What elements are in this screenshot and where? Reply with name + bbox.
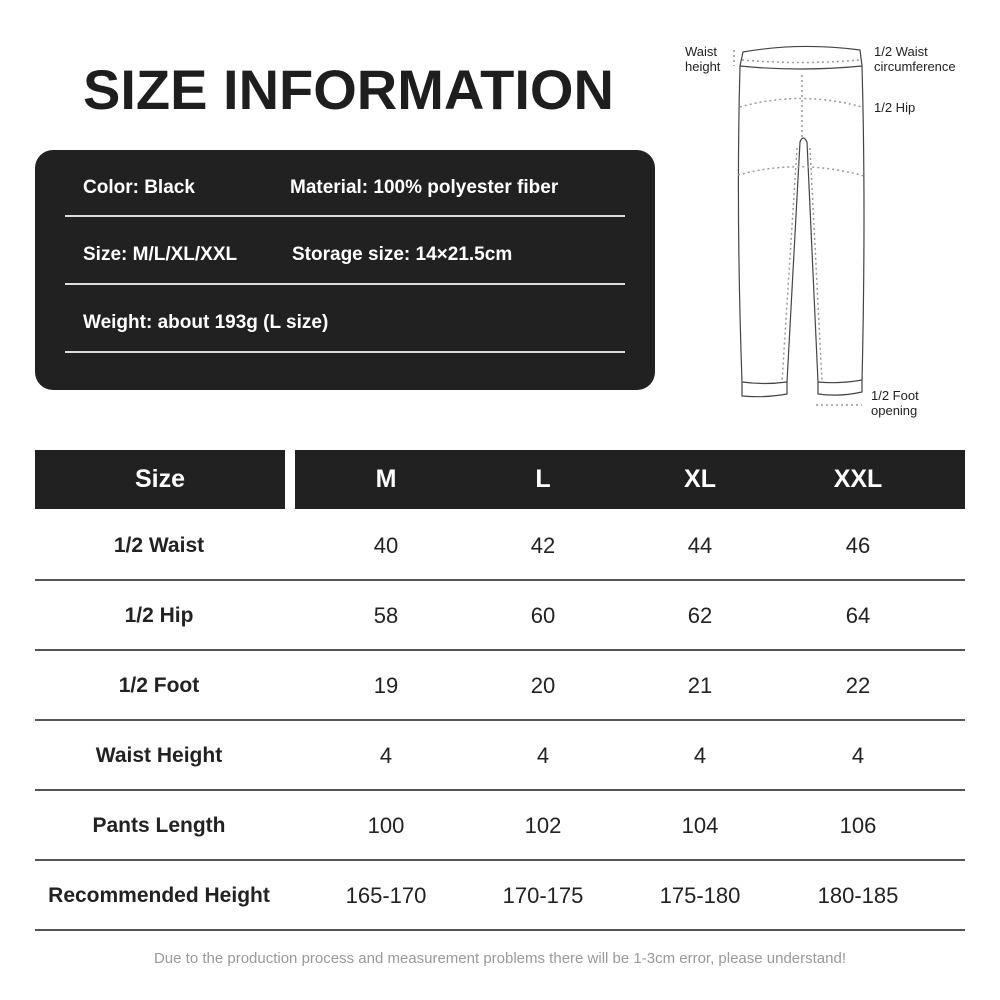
table-row: 1/2 Waist 40 42 44 46: [35, 511, 965, 581]
table-row: Pants Length 100 102 104 106: [35, 791, 965, 861]
divider: [65, 215, 625, 217]
divider: [65, 351, 625, 353]
cell-xxl: 46: [845, 533, 871, 558]
spec-size: Size: M/L/XL/XXL: [83, 244, 238, 265]
cell-m: 58: [373, 603, 399, 628]
row-label: Recommended Height: [48, 884, 270, 907]
table-row: 1/2 Foot 19 20 21 22: [35, 651, 965, 721]
label-half-waist: 1/2 Waist circumference: [874, 44, 956, 74]
spec-storage: Storage size: 14×21.5cm: [292, 244, 513, 265]
header-size-xl: XL: [684, 465, 716, 493]
label-waist-height: Waist height: [685, 44, 721, 74]
header-size-l: L: [535, 465, 551, 493]
cell-m: 100: [367, 813, 405, 838]
cell-l: 20: [530, 673, 556, 698]
row-label: 1/2 Waist: [113, 534, 205, 557]
pants-diagram: Waist height 1/2 Waist circumference 1/2 H…: [670, 30, 990, 430]
cell-m: 4: [379, 743, 393, 768]
cell-l: 102: [524, 813, 562, 838]
cell-l: 42: [530, 533, 556, 558]
label-foot-opening: 1/2 Foot opening: [871, 388, 919, 418]
header-size-label: Size: [35, 450, 285, 509]
row-label: Waist Height: [95, 744, 223, 767]
cell-xl: 175-180: [659, 883, 741, 908]
row-divider: [35, 719, 965, 721]
table-row: 1/2 Hip 58 60 62 64: [35, 581, 965, 651]
disclaimer: Due to the production process and measur…: [153, 950, 847, 967]
cell-xl: 44: [687, 533, 713, 558]
cell-m: 19: [373, 673, 399, 698]
header-size-xxl: XXL: [833, 465, 883, 493]
row-divider: [35, 649, 965, 651]
row-label: Pants Length: [92, 814, 226, 837]
table-row: Waist Height 4 4 4 4: [35, 721, 965, 791]
cell-xxl: 64: [845, 603, 871, 628]
cell-xl: 21: [687, 673, 713, 698]
cell-xxl: 180-185: [817, 883, 899, 908]
spec-color: Color: Black: [83, 177, 195, 198]
cell-l: 60: [530, 603, 556, 628]
cell-xl: 104: [681, 813, 719, 838]
row-divider: [35, 929, 965, 931]
header-size-m: M: [375, 465, 397, 493]
cell-xxl: 4: [851, 743, 865, 768]
row-label: 1/2 Foot: [118, 674, 200, 697]
spec-weight: Weight: about 193g (L size): [83, 312, 329, 333]
row-label: 1/2 Hip: [124, 604, 194, 627]
page-title: SIZE INFORMATION: [83, 58, 614, 121]
specs-panel: Color: Black Material: 100% polyester fi…: [35, 150, 655, 390]
table-row: Recommended Height 165-170 170-175 175-180 1…: [35, 861, 965, 931]
cell-xl: 4: [693, 743, 707, 768]
row-divider: [35, 859, 965, 861]
cell-m: 40: [373, 533, 399, 558]
divider: [65, 283, 625, 285]
row-divider: [35, 789, 965, 791]
label-half-hip: 1/2 Hip: [874, 100, 916, 115]
cell-l: 170-175: [502, 883, 584, 908]
row-divider: [35, 579, 965, 581]
cell-l: 4: [536, 743, 550, 768]
spec-material: Material: 100% polyester fiber: [290, 177, 559, 198]
cell-xxl: 22: [845, 673, 871, 698]
cell-xxl: 106: [839, 813, 877, 838]
pants-illustration: [733, 45, 865, 406]
header-sizes: M L XL XXL: [295, 450, 965, 509]
cell-m: 165-170: [345, 883, 427, 908]
cell-xl: 62: [687, 603, 713, 628]
